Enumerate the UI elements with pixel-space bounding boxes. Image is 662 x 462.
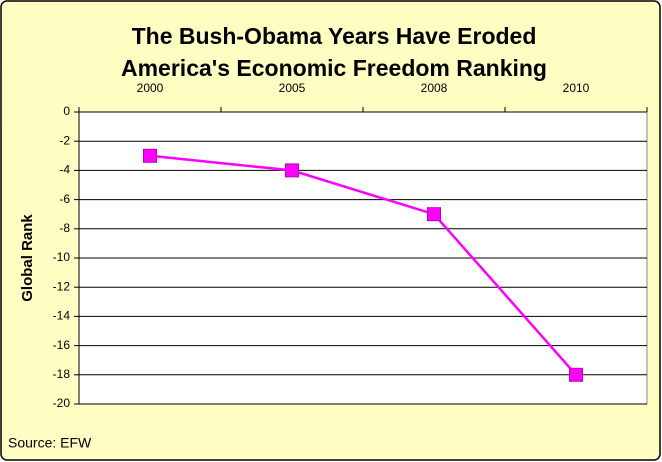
x-tick-label: 2000: [137, 81, 164, 95]
y-tick-label: 0: [63, 104, 70, 118]
data-point: [427, 207, 441, 222]
chart-title: The Bush-Obama Years Have Eroded: [132, 23, 537, 49]
data-point: [143, 148, 157, 163]
data-point: [285, 163, 299, 178]
source-note: Source: EFW: [8, 435, 92, 451]
y-tick-label: -16: [53, 338, 71, 352]
data-line: [149, 154, 577, 376]
chart-title: America's Economic Freedom Ranking: [121, 55, 547, 81]
y-tick-label: -6: [59, 192, 70, 206]
y-tick-label: -2: [59, 133, 70, 147]
y-tick-label: -20: [53, 396, 71, 410]
data-point: [569, 367, 583, 382]
y-tick-label: -4: [59, 163, 70, 177]
y-tick-label: -12: [53, 279, 71, 293]
y-tick-label: -14: [53, 309, 71, 323]
y-tick-label: -8: [59, 221, 70, 235]
y-axis-label: Global Rank: [19, 214, 36, 302]
y-tick-label: -10: [53, 250, 71, 264]
x-tick-label: 2008: [421, 81, 448, 95]
y-tick-label: -18: [53, 367, 71, 381]
x-tick-label: 2010: [563, 81, 590, 95]
x-tick-label: 2005: [279, 81, 306, 95]
